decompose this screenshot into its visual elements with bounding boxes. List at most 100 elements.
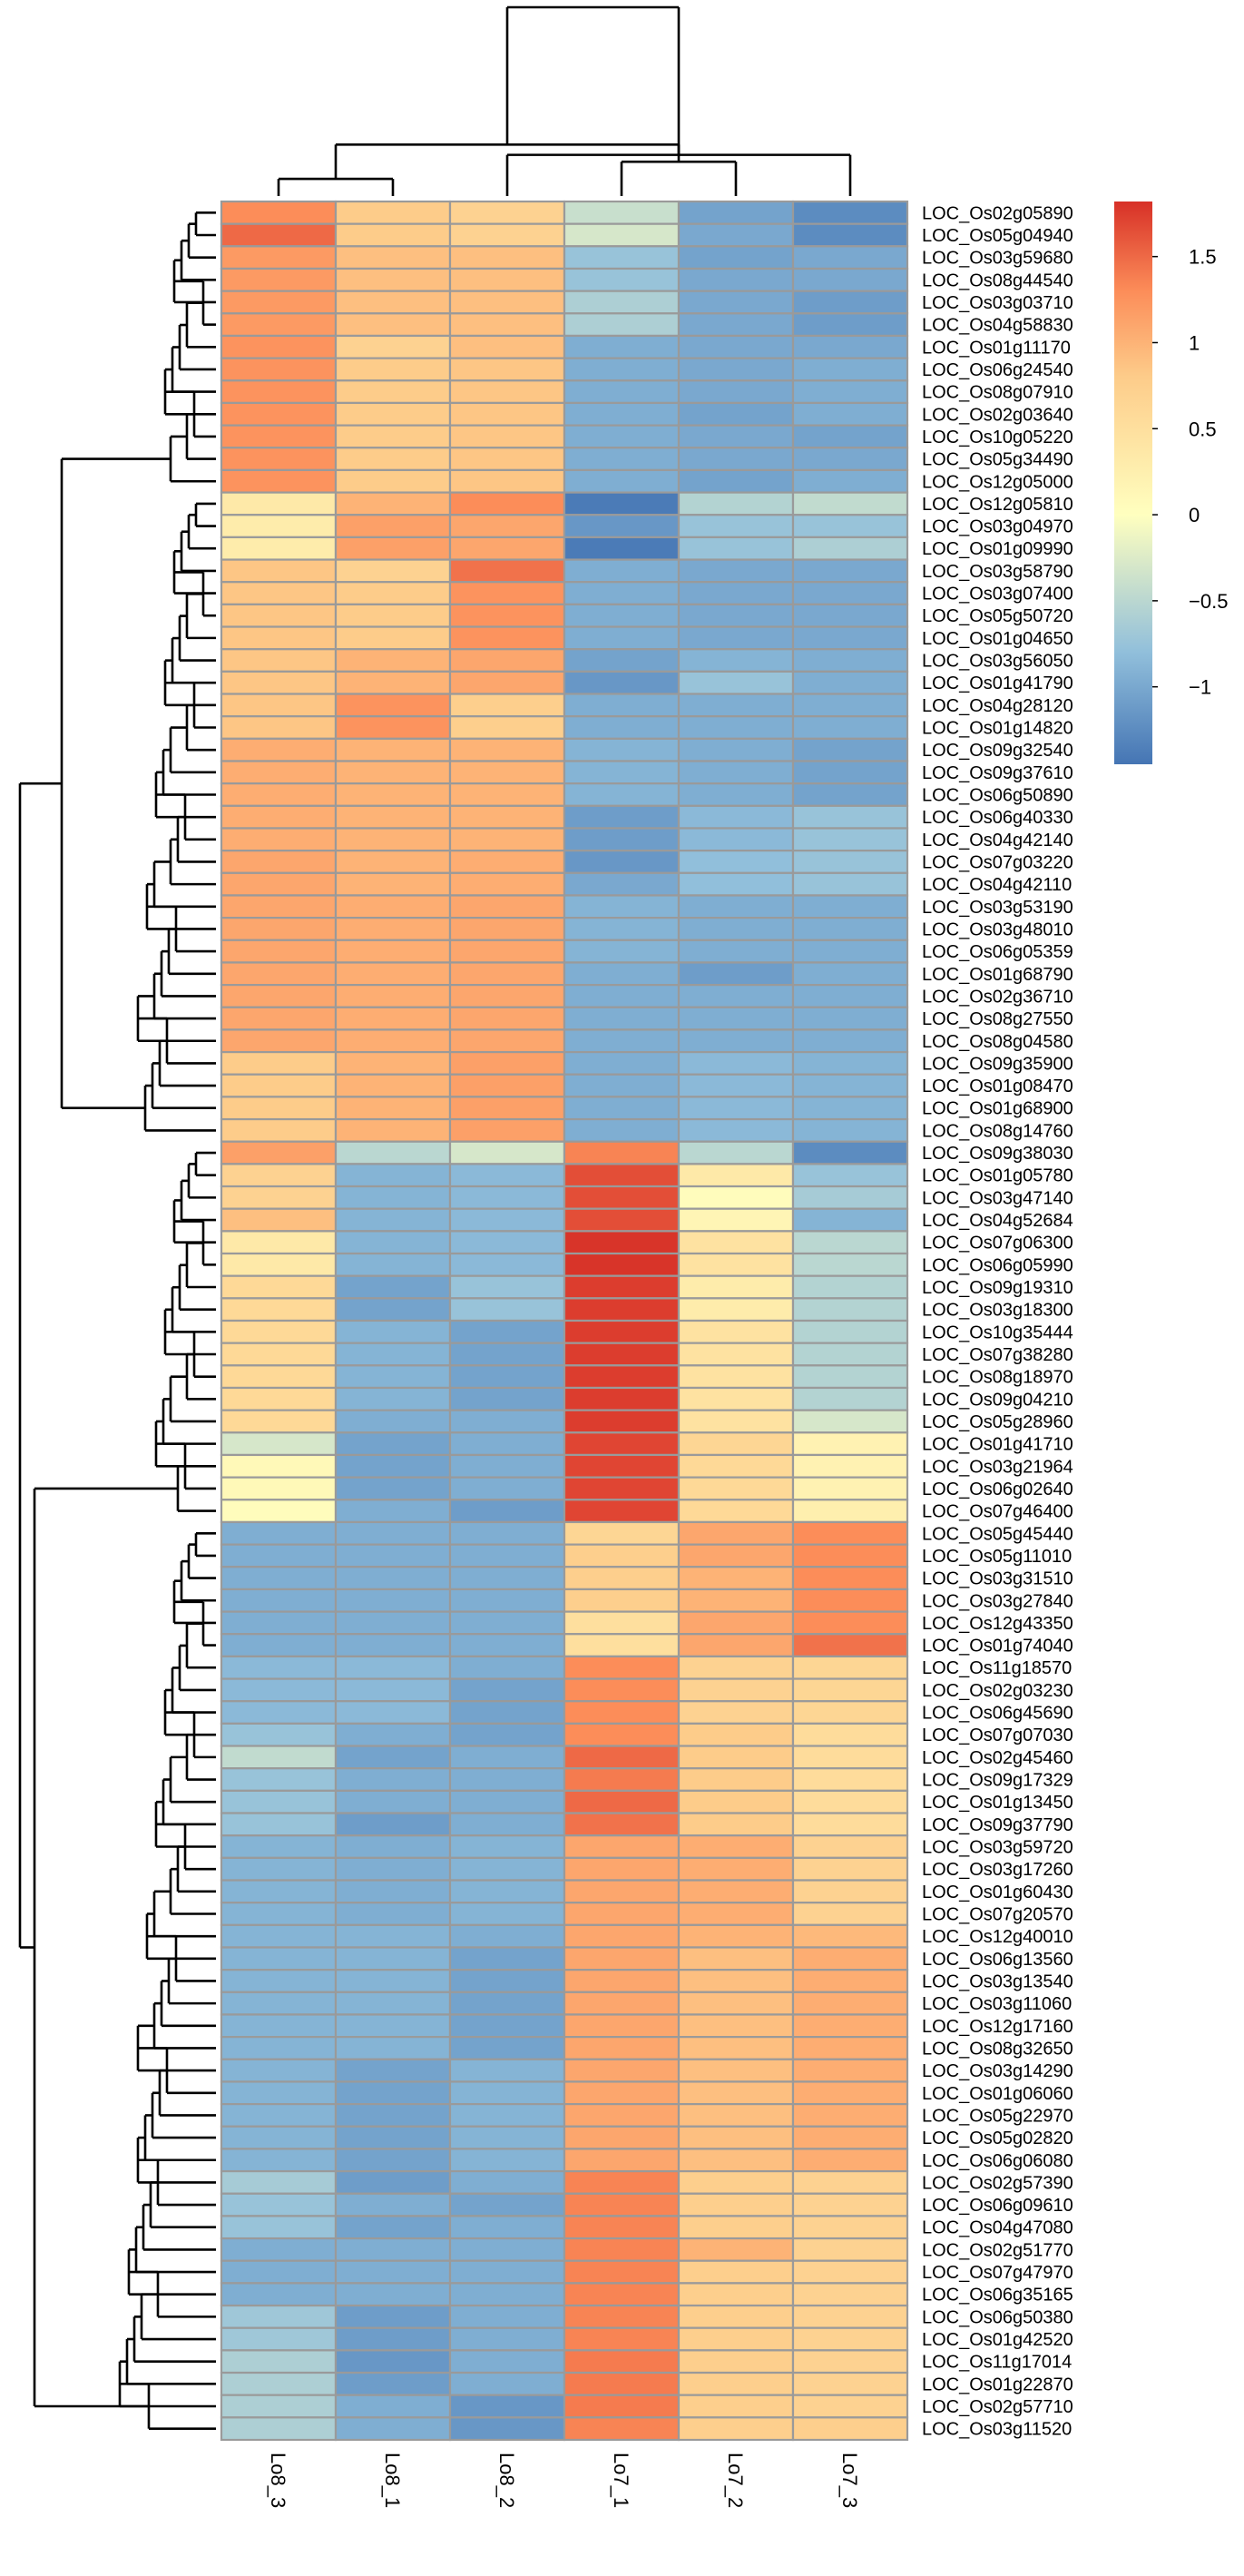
- heatmap-cell: [563, 1789, 681, 1814]
- heatmap-cell: [791, 2326, 909, 2352]
- heatmap-cell: [677, 1655, 795, 1680]
- heatmap-cell: [448, 1722, 566, 1747]
- row-label: LOC_Os03g59720: [922, 1838, 1073, 1858]
- heatmap-cell: [220, 1364, 338, 1390]
- heatmap-cell: [448, 715, 566, 740]
- heatmap-cells: [220, 200, 909, 2442]
- heatmap-cell: [791, 1386, 909, 1411]
- heatmap-cell: [677, 2148, 795, 2173]
- heatmap-cell: [563, 670, 681, 695]
- heatmap-cell: [791, 1902, 909, 1926]
- heatmap-cell: [220, 1006, 338, 1031]
- row-label: LOC_Os01g04650: [922, 629, 1073, 649]
- heatmap-cell: [334, 581, 452, 605]
- row-label: LOC_Os06g09610: [922, 2196, 1073, 2216]
- heatmap-cell: [563, 424, 681, 449]
- heatmap-cell: [334, 424, 452, 449]
- heatmap-cell: [563, 379, 681, 405]
- heatmap-cell: [220, 1252, 338, 1277]
- heatmap-cell: [448, 1588, 566, 1613]
- heatmap-cell: [563, 2192, 681, 2217]
- row-label: LOC_Os06g05359: [922, 942, 1073, 962]
- heatmap-cell: [220, 1655, 338, 1680]
- heatmap-cell: [677, 1789, 795, 1814]
- heatmap-cell: [563, 894, 681, 919]
- heatmap-cell: [677, 1767, 795, 1792]
- heatmap-cell: [220, 1274, 338, 1300]
- heatmap-cell: [677, 1902, 795, 1926]
- heatmap-cell: [677, 2169, 795, 2195]
- heatmap-cell: [334, 961, 452, 987]
- heatmap-cell: [448, 1610, 566, 1636]
- heatmap-cell: [220, 2349, 338, 2374]
- heatmap-cell: [334, 894, 452, 919]
- heatmap-cell: [791, 491, 909, 516]
- row-labels: LOC_Os02g05890 LOC_Os05g04940 LOC_Os03g596…: [922, 203, 1073, 2439]
- row-label: LOC_Os06g35165: [922, 2286, 1073, 2306]
- heatmap-cell: [220, 625, 338, 651]
- heatmap-cell: [791, 1140, 909, 1165]
- heatmap-cell: [677, 1073, 795, 1098]
- heatmap-cell: [677, 2259, 795, 2285]
- heatmap-cell: [448, 1364, 566, 1390]
- heatmap-cell: [677, 1274, 795, 1300]
- heatmap-cell: [334, 1499, 452, 1524]
- heatmap-cell: [448, 2394, 566, 2419]
- heatmap-cell: [563, 1588, 681, 1613]
- heatmap-cell: [220, 1050, 338, 1076]
- heatmap-cell: [791, 1117, 909, 1143]
- heatmap-cell: [448, 983, 566, 1008]
- heatmap-cell: [563, 200, 681, 225]
- heatmap-cell: [334, 2080, 452, 2106]
- heatmap-cell: [791, 2036, 909, 2060]
- heatmap-cell: [220, 401, 338, 427]
- row-label: LOC_Os03g53190: [922, 898, 1073, 918]
- heatmap-cell: [563, 603, 681, 628]
- heatmap-cell: [677, 1476, 795, 1501]
- heatmap-cell: [220, 2080, 338, 2106]
- row-label: LOC_Os09g19310: [922, 1278, 1073, 1298]
- heatmap-cell: [220, 1476, 338, 1501]
- heatmap-cell: [791, 1499, 909, 1524]
- heatmap-cell: [791, 760, 909, 785]
- row-label: LOC_Os05g04940: [922, 226, 1073, 246]
- row-label: LOC_Os06g24540: [922, 360, 1073, 380]
- heatmap-cell: [677, 1856, 795, 1882]
- heatmap-cell: [563, 1923, 681, 1949]
- legend-tick-label: 0.5: [1189, 418, 1217, 440]
- row-label: LOC_Os07g38280: [922, 1345, 1073, 1365]
- row-label: LOC_Os03g03710: [922, 293, 1073, 313]
- heatmap-cell: [791, 401, 909, 427]
- heatmap-cell: [563, 1364, 681, 1390]
- heatmap-cell: [220, 1722, 338, 1747]
- heatmap-cell: [791, 1991, 909, 2016]
- heatmap-cell: [448, 2282, 566, 2307]
- heatmap-cell: [677, 782, 795, 807]
- heatmap-cell: [448, 961, 566, 987]
- heatmap-cell: [791, 1028, 909, 1054]
- row-label: LOC_Os04g42140: [922, 831, 1073, 850]
- row-dendrogram: [18, 211, 216, 2430]
- heatmap-cell: [334, 1923, 452, 1949]
- row-label: LOC_Os04g52684: [922, 1211, 1073, 1231]
- heatmap-cell: [563, 2282, 681, 2307]
- heatmap-cell: [220, 2282, 338, 2307]
- heatmap-cell: [677, 1230, 795, 1255]
- heatmap-cell: [563, 1207, 681, 1233]
- heatmap-cell: [791, 961, 909, 987]
- heatmap-cell: [677, 1566, 795, 1591]
- heatmap-cell: [677, 1185, 795, 1210]
- heatmap-cell: [448, 1767, 566, 1792]
- heatmap-cell: [448, 558, 566, 584]
- heatmap-cell: [677, 2371, 795, 2396]
- heatmap-cell: [677, 1050, 795, 1076]
- heatmap-cell: [677, 1163, 795, 1188]
- heatmap-cell: [791, 514, 909, 538]
- heatmap-cell: [334, 625, 452, 651]
- heatmap-cell: [448, 2304, 566, 2329]
- heatmap-cell: [791, 312, 909, 338]
- row-label: LOC_Os07g47970: [922, 2263, 1073, 2283]
- heatmap-cell: [563, 1834, 681, 1859]
- heatmap-cell: [563, 1655, 681, 1680]
- row-label: LOC_Os01g13450: [922, 1793, 1073, 1813]
